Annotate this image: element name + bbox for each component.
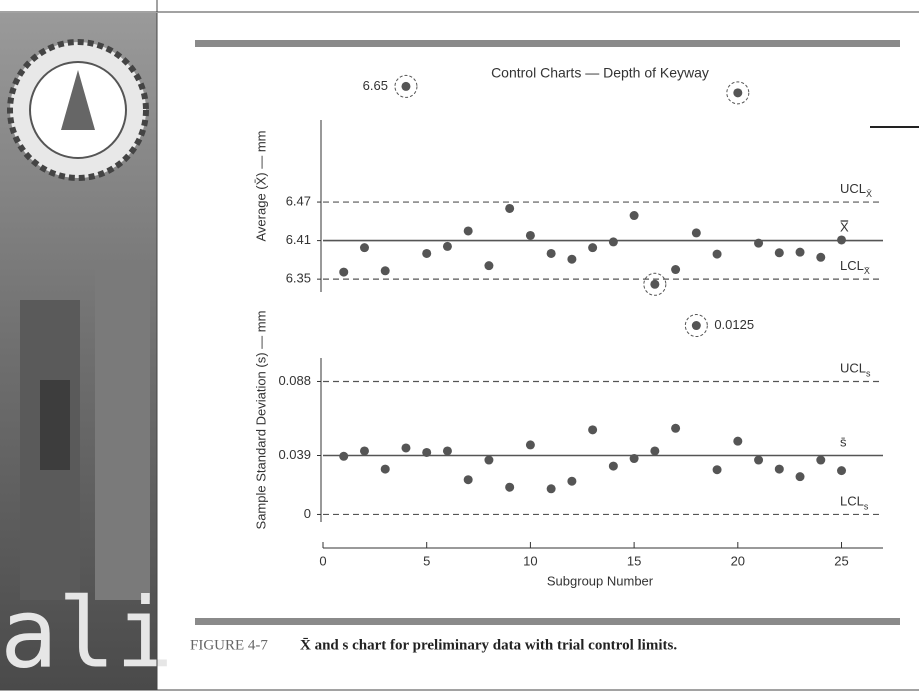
data-point (733, 436, 743, 446)
annotation: 6.65 (363, 78, 388, 93)
chart-title: Control Charts — Depth of Keyway (491, 65, 709, 81)
limit-subscript: X̄ (864, 267, 870, 277)
data-point (546, 484, 556, 494)
data-point (608, 461, 618, 471)
limit-subscript: s (864, 502, 869, 512)
data-point (795, 247, 805, 257)
data-point (463, 226, 473, 236)
data-point (754, 455, 764, 465)
data-point (339, 267, 349, 277)
annotation: 0.0125 (714, 317, 754, 332)
data-point (816, 455, 826, 465)
figure-number: FIGURE 4-7 (190, 637, 268, 653)
data-point (650, 446, 660, 456)
data-point (795, 472, 805, 482)
x-tick-label: 10 (523, 553, 537, 568)
rule (195, 618, 900, 625)
limit-name: s̄ (840, 435, 847, 450)
data-point (754, 238, 764, 248)
y-tick-label: 6.41 (286, 232, 311, 247)
figure-caption: X̄ and s chart for preliminary data with… (300, 637, 677, 653)
limit-name: X̿ (840, 220, 849, 235)
data-point (588, 243, 598, 253)
data-point (505, 203, 515, 213)
data-point (837, 235, 847, 245)
slide-text: ali (0, 577, 173, 689)
data-point (484, 455, 494, 465)
control-limit-label: s̄ (840, 435, 847, 450)
data-point (422, 248, 432, 258)
data-point (650, 279, 660, 289)
y-tick-label: 0 (304, 506, 311, 521)
data-point (774, 248, 784, 258)
data-point (774, 464, 784, 474)
data-point (567, 476, 577, 486)
control-limit-label: X̿ (840, 220, 849, 235)
x-tick-label: 20 (731, 553, 745, 568)
data-point (546, 248, 556, 258)
x-tick-label: 25 (834, 553, 848, 568)
data-point (588, 425, 598, 435)
data-point (525, 440, 535, 450)
data-point (629, 454, 639, 464)
limit-subscript: X̄ (866, 189, 872, 199)
x-tick-label: 0 (319, 553, 326, 568)
window (40, 380, 70, 470)
limit-name: LCL (840, 494, 864, 509)
out-of-control-ring (643, 272, 667, 296)
limit-name: UCL (840, 181, 866, 196)
data-point (608, 237, 618, 247)
out-of-control-ring (394, 74, 418, 98)
data-point (671, 265, 681, 275)
x-axis-label: Subgroup Number (547, 573, 654, 588)
out-of-control-ring (726, 81, 750, 105)
data-point (671, 423, 681, 433)
y-axis-label: Average (X̄) — mm (253, 130, 268, 241)
data-point (359, 243, 369, 253)
data-point (525, 230, 535, 240)
data-point (816, 252, 826, 262)
control-limit-label: UCLs (840, 361, 871, 379)
data-point (463, 475, 473, 485)
data-point (712, 465, 722, 475)
y-tick-label: 0.088 (278, 373, 311, 388)
data-point (691, 228, 701, 238)
y-tick-label: 6.35 (286, 271, 311, 286)
limit-name: UCL (840, 361, 866, 376)
x-tick-label: 5 (423, 553, 430, 568)
data-point (380, 464, 390, 474)
data-point (339, 451, 349, 461)
control-limit-label: LCLX̄ (840, 259, 870, 277)
limit-name: LCL (840, 259, 864, 274)
data-point (380, 266, 390, 276)
data-point (401, 81, 411, 91)
data-point (442, 241, 452, 251)
data-point (484, 261, 494, 271)
y-tick-label: 0.039 (278, 447, 311, 462)
building (95, 260, 150, 600)
data-point (401, 443, 411, 453)
data-point (567, 254, 577, 264)
out-of-control-ring (684, 314, 708, 338)
data-point (359, 446, 369, 456)
x-tick-label: 15 (627, 553, 641, 568)
control-limit-label: LCLs (840, 494, 869, 512)
control-limit-label: UCLX̄ (840, 181, 872, 199)
data-point (505, 482, 515, 492)
limit-subscript: s (866, 369, 871, 379)
data-point (733, 88, 743, 98)
data-point (712, 249, 722, 259)
rule (195, 40, 900, 47)
data-point (629, 211, 639, 221)
data-point (837, 466, 847, 476)
y-tick-label: 6.47 (286, 193, 311, 208)
data-point (442, 446, 452, 456)
y-axis-label: Sample Standard Deviation (s) — mm (253, 311, 268, 530)
logo-emblem (61, 70, 95, 130)
data-point (422, 447, 432, 457)
data-point (691, 321, 701, 331)
